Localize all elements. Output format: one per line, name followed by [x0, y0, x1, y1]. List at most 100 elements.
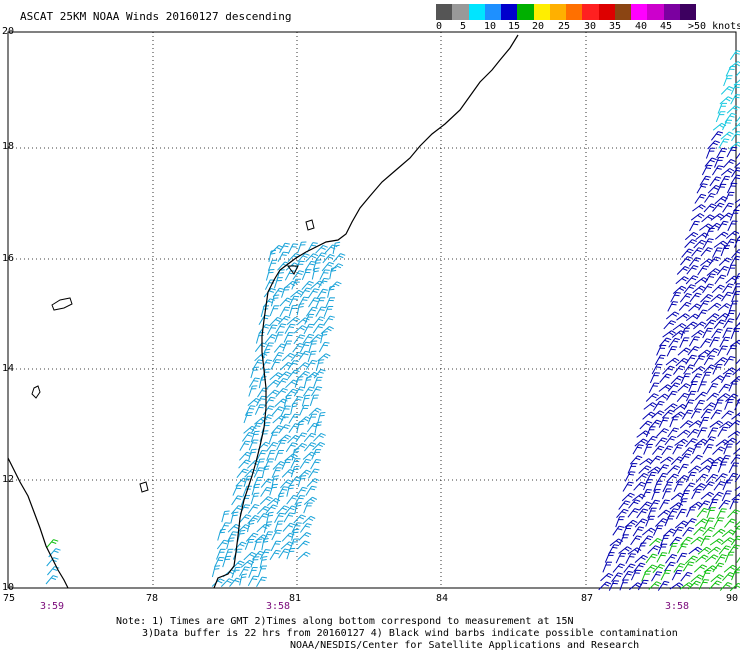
- wind-barb: [331, 264, 343, 272]
- wind-barb: [274, 278, 282, 289]
- wind-barb: [46, 576, 58, 584]
- wind-barb: [249, 440, 258, 450]
- wind-barb: [673, 366, 684, 375]
- scale-swatch-3: [485, 4, 501, 20]
- scale-swatch-4: [501, 4, 517, 20]
- wind-barb: [269, 432, 278, 443]
- wind-barb: [295, 377, 303, 388]
- wind-barb: [292, 397, 303, 406]
- wind-barb: [652, 490, 661, 500]
- wind-barb: [689, 382, 698, 392]
- wind-barb: [670, 537, 682, 546]
- wind-barb: [630, 456, 642, 464]
- scale-label-4: 20: [532, 21, 544, 32]
- wind-barb: [720, 337, 730, 347]
- wind-barb: [646, 472, 656, 482]
- note-line-3: NOAA/NESDIS/Center for Satellite Applica…: [290, 640, 639, 651]
- wind-barb: [691, 214, 704, 221]
- pass-time-east: 3:58: [665, 601, 689, 612]
- wind-barb: [609, 581, 619, 591]
- wind-barb: [601, 573, 614, 581]
- wind-barb: [703, 445, 713, 455]
- wind-barb: [725, 552, 734, 562]
- wind-barb: [254, 539, 262, 550]
- wind-barb: [689, 337, 699, 347]
- wind-barb: [652, 572, 663, 582]
- wind-barb: [661, 570, 671, 580]
- wind-barb: [276, 389, 288, 397]
- wind-barb: [308, 289, 319, 298]
- wind-barb: [613, 526, 624, 535]
- wind-barb: [656, 438, 668, 447]
- wind-barb: [298, 541, 310, 549]
- wind-barb: [638, 580, 648, 590]
- wind-barb: [233, 486, 243, 496]
- wind-barb: [681, 257, 693, 265]
- wind-barb: [275, 332, 284, 342]
- wind-barb: [299, 533, 311, 541]
- wind-barb: [278, 252, 288, 262]
- scale-label-1: 5: [460, 21, 466, 32]
- wind-barb: [726, 66, 736, 76]
- wind-barb: [660, 500, 670, 510]
- lat-label-10: 10: [2, 582, 14, 593]
- lon-label-75: 75: [3, 593, 15, 604]
- scale-swatch-0: [436, 4, 452, 20]
- wind-barb: [257, 524, 270, 532]
- lat-label-20: 20: [2, 26, 14, 37]
- wind-barb: [703, 284, 714, 293]
- wind-barb: [736, 68, 740, 76]
- wind-barb: [708, 141, 720, 149]
- wind-barb: [729, 381, 738, 391]
- wind-barb: [723, 284, 734, 293]
- wind-barb: [662, 410, 674, 418]
- wind-barb: [724, 76, 733, 86]
- island-small-1: [32, 386, 40, 398]
- wind-barb: [599, 582, 611, 590]
- wind-barb: [297, 421, 305, 432]
- wind-barb: [718, 462, 727, 472]
- wind-barb: [271, 360, 281, 370]
- wind-barb: [736, 310, 740, 320]
- scale-swatch-5: [517, 4, 533, 20]
- wind-barb: [623, 526, 632, 536]
- wind-barb: [298, 552, 311, 560]
- scale-swatch-14: [664, 4, 680, 20]
- wind-barb: [333, 254, 345, 262]
- scale-label-9: 45: [660, 21, 672, 32]
- wind-barb: [663, 482, 673, 492]
- wind-barb: [675, 521, 688, 528]
- scale-swatch-9: [582, 4, 598, 20]
- wind-barb: [723, 328, 733, 338]
- wind-barb: [239, 567, 249, 577]
- wind-barb: [691, 455, 703, 463]
- wind-barb: [660, 374, 672, 383]
- wind-barb: [289, 305, 297, 316]
- wind-barb: [644, 444, 653, 454]
- wind-speed-color-scale: [436, 4, 696, 20]
- wind-barb: [659, 418, 669, 428]
- wind-barb: [673, 527, 684, 536]
- wind-barb: [705, 274, 716, 283]
- wind-barb: [683, 562, 694, 571]
- pass-time-west: 3:59: [40, 601, 64, 612]
- wind-barb: [730, 51, 740, 60]
- wind-barb: [266, 270, 274, 281]
- wind-barb: [736, 150, 740, 159]
- wind-barb: [329, 282, 341, 290]
- wind-barb: [687, 507, 697, 517]
- wind-barb: [719, 258, 731, 266]
- wind-barb: [680, 338, 690, 348]
- note-line-1: Note: 1) Times are GMT 2)Times along bot…: [116, 616, 574, 627]
- wind-barb: [613, 564, 625, 573]
- wind-barb: [302, 395, 310, 406]
- wind-barb: [660, 457, 673, 463]
- wind-barb: [691, 330, 704, 337]
- scale-swatch-1: [452, 4, 468, 20]
- wind-barb: [642, 490, 652, 500]
- wind-barb: [704, 204, 716, 212]
- island-small-3: [306, 220, 314, 230]
- wind-barb: [291, 466, 299, 477]
- wind-barb: [664, 321, 676, 329]
- wind-barb: [715, 275, 726, 284]
